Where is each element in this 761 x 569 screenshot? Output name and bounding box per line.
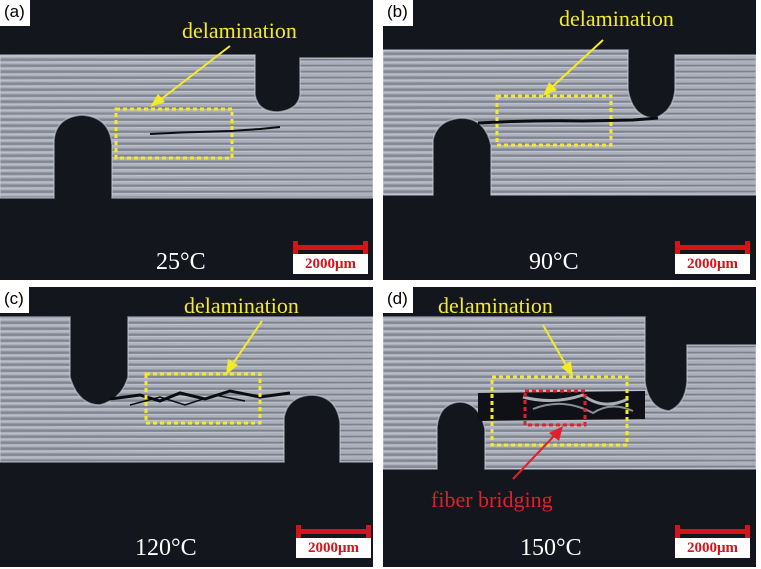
- micrograph-c: [0, 287, 373, 567]
- temperature-label-c: 120°C: [135, 535, 197, 561]
- annotation-fiber-bridging-d: fiber bridging: [431, 487, 553, 512]
- annotation-overlay-d: [490, 324, 629, 480]
- fiber-bridging-box-d: [523, 389, 587, 427]
- delamination-box-d: [490, 375, 629, 447]
- scale-bar-label-b: 2000μm: [675, 254, 750, 274]
- panel-b: (b) delamination 90°C 2000μm: [383, 0, 756, 280]
- annotation-arrow-b: [550, 39, 604, 89]
- micrograph-d: [383, 287, 756, 567]
- annotation-overlay-b: [495, 39, 613, 147]
- scale-bar-line: [675, 525, 750, 538]
- temperature-label-b: 90°C: [529, 249, 579, 275]
- annotation-arrow-d: [542, 324, 568, 368]
- delamination-box-a: [114, 107, 234, 160]
- annotation-overlay-a: [114, 45, 234, 160]
- temperature-label-d: 150°C: [520, 535, 582, 561]
- temperature-label-a: 25°C: [156, 249, 206, 275]
- scale-bar-line: [675, 241, 750, 254]
- panel-label-a: (a): [0, 0, 30, 26]
- panel-label-d: (d): [383, 287, 413, 313]
- scale-bar-d: 2000μm: [675, 525, 750, 559]
- micrograph-a: [0, 0, 373, 280]
- panel-d: (d) delamination fiber bridging 150°C 20…: [383, 287, 756, 567]
- panel-label-b: (b): [383, 0, 413, 26]
- panel-c: (c) delamination 120°C 2000μm: [0, 287, 373, 567]
- scale-bar-label-d: 2000μm: [675, 538, 750, 558]
- annotation-arrow-c: [231, 320, 263, 366]
- panel-a: (a) delamination 25°C 2000μm: [0, 0, 373, 280]
- scale-bar-c: 2000μm: [296, 525, 371, 559]
- scale-bar-b: 2000μm: [675, 241, 750, 275]
- micrograph-b: [383, 0, 756, 280]
- fiber-bridging-arrow-d: [512, 434, 556, 480]
- panel-label-c: (c): [0, 287, 29, 313]
- annotation-delamination-d: delamination: [438, 293, 553, 318]
- delamination-box-c: [144, 372, 262, 425]
- scale-bar-label-c: 2000μm: [296, 538, 371, 558]
- annotation-delamination-a: delamination: [182, 18, 297, 43]
- scale-bar-line: [296, 525, 371, 538]
- scale-bar-label-a: 2000μm: [293, 254, 368, 274]
- annotation-delamination-c: delamination: [184, 293, 299, 318]
- annotation-delamination-b: delamination: [559, 6, 674, 31]
- annotation-overlay-c: [144, 320, 263, 425]
- scale-bar-a: 2000μm: [293, 241, 368, 275]
- scale-bar-line: [293, 241, 368, 254]
- delamination-box-b: [495, 94, 613, 147]
- annotation-arrow-a: [159, 45, 231, 101]
